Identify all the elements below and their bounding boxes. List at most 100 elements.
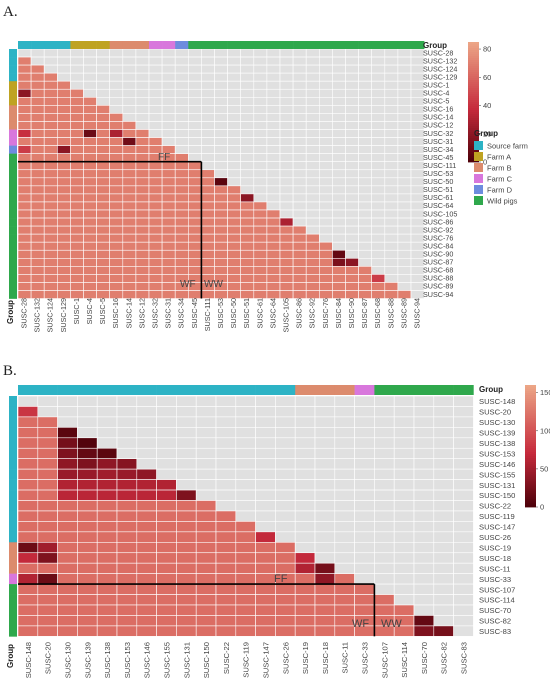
heatmap-cell [354,604,375,616]
heatmap-cell [318,217,333,227]
row-label: SUSC-150 [479,491,515,500]
colorbar-segment [525,387,536,390]
heatmap-cell [174,97,189,106]
group-bar-segment [9,218,17,227]
heatmap-cell [83,80,97,90]
heatmap-cell [215,437,237,449]
heatmap-cell [70,121,84,130]
heatmap-a-ww-label: WW [204,279,223,290]
heatmap-cell [136,447,157,459]
heatmap-cell [176,427,197,439]
heatmap-cell [235,479,256,491]
heatmap-cell [374,562,395,574]
heatmap-cell [109,266,124,275]
heatmap-cell [122,177,137,187]
heatmap-cell [371,56,386,66]
heatmap-cell [17,531,39,543]
legend-label: Farm A [487,152,511,161]
heatmap-cell [397,80,412,90]
group-bar-segment [9,448,17,459]
heatmap-cell [294,531,316,543]
heatmap-cell [135,209,150,219]
heatmap-cell [334,604,355,616]
heatmap-cell [109,209,124,219]
heatmap-cell [156,427,177,439]
heatmap-cell [332,153,346,162]
heatmap-cell [56,48,71,58]
heatmap-cell [215,521,237,533]
heatmap-cell [17,416,39,428]
heatmap-cell [30,153,45,162]
heatmap-cell [174,185,189,195]
heatmap-cell [413,583,435,595]
heatmap-cell [161,233,176,243]
heatmap-cell [292,137,307,146]
heatmap-cell [161,105,176,114]
heatmap-cell [17,121,32,130]
heatmap-cell [122,217,137,227]
heatmap-cell [371,177,386,187]
heatmap-cell [57,562,78,574]
heatmap-cell [122,201,137,211]
heatmap-cell [253,137,268,146]
heatmap-cell [397,72,412,82]
heatmap-cell [266,105,281,114]
heatmap-cell [70,137,84,146]
heatmap-cell [453,479,474,491]
heatmap-cell [358,153,373,162]
heatmap-cell [43,233,58,243]
colorbar-segment [468,158,479,161]
heatmap-cell [70,113,84,122]
heatmap-cell [305,193,320,203]
heatmap-cell [161,249,176,259]
heatmap-cell [253,209,268,219]
row-label: SUSC-45 [423,153,453,162]
heatmap-cell [83,113,97,122]
group-bar-segment [319,41,333,49]
heatmap-cell [156,416,177,428]
heatmap-cell [214,56,228,66]
heatmap-cell [174,169,189,179]
heatmap-cell [294,615,316,627]
heatmap-cell [37,479,58,491]
heatmap-cell [413,552,435,564]
heatmap-cell [345,113,359,122]
heatmap-cell [156,604,177,616]
heatmap-cell [266,145,281,154]
heatmap-cell [83,290,97,299]
heatmap-cell [334,552,355,564]
heatmap-cell [176,416,197,428]
heatmap-cell [266,217,281,227]
heatmap-cell [292,241,307,251]
colorbar-segment [468,84,479,87]
heatmap-cell [135,113,150,122]
heatmap-cell [255,489,276,501]
heatmap-cell [433,468,454,480]
heatmap-cell [70,48,84,58]
heatmap-cell [17,249,32,259]
heatmap-cell [43,72,58,82]
heatmap-cell [314,615,336,627]
heatmap-cell [148,290,163,299]
heatmap-cell [275,541,296,554]
heatmap-cell [43,177,58,187]
heatmap-cell [240,257,255,267]
heatmap-cell [109,48,124,58]
heatmap-cell [136,562,157,574]
group-bar-segment [97,385,118,395]
heatmap-cell [30,56,45,66]
heatmap-cell [227,72,242,82]
heatmap-cell [96,225,110,235]
heatmap-cell [109,137,124,146]
heatmap-cell [135,56,150,66]
heatmap-cell [354,489,375,501]
heatmap-cell [275,521,296,533]
column-label: SUSC-11 [341,642,350,674]
heatmap-cell [161,177,176,187]
row-label: SUSC-87 [423,258,453,267]
heatmap-cell [174,290,189,299]
column-label: SUSC-18 [321,642,330,674]
colorbar-segment [525,423,536,427]
heatmap-cell [393,510,415,522]
heatmap-cell [30,209,45,219]
